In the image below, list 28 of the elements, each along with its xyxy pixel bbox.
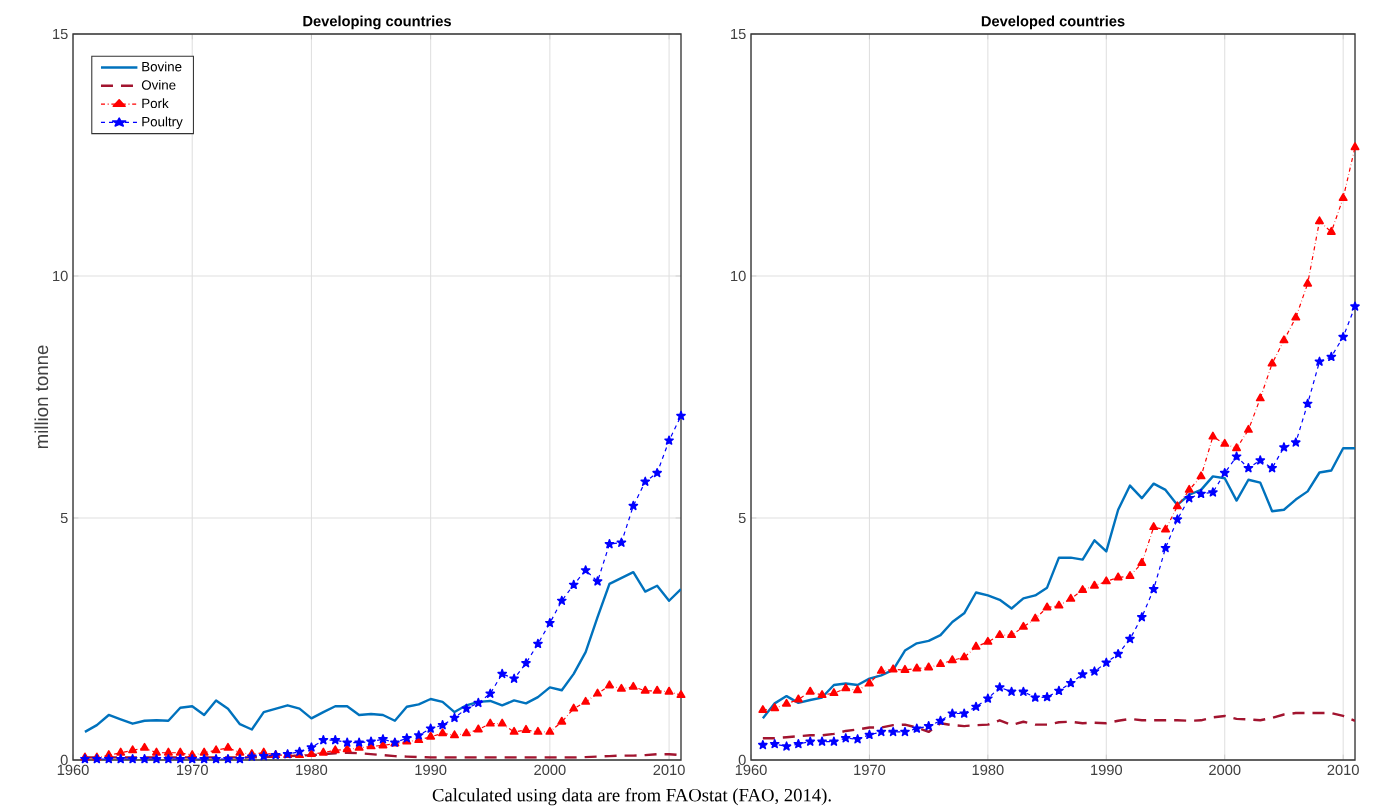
x-tick-label: 1980 [972,764,1004,776]
y-tick-label: 5 [60,512,68,524]
y-tick-label: 10 [53,270,68,282]
text: Calculated using data are from FAOstat (FAO, 2014). [432,788,831,806]
y-tick-label: 0 [60,754,68,766]
x-tick-label: 2000 [534,764,566,776]
y-tick-label: 15 [53,28,68,40]
x-tick-label: 1970 [854,764,886,776]
x-tick-label: 1980 [296,764,328,776]
y-axis-title: million tonne [34,345,49,449]
legend-label: Poultry [142,116,183,130]
x-tick-label: 2000 [1209,764,1241,776]
chart-title: Developing countries [303,15,451,30]
y-tick-label: 0 [738,754,746,766]
x-tick-label: 2010 [1327,764,1359,776]
legend-label: Pork [142,98,169,109]
x-tick-label: 1970 [177,764,208,776]
x-tick-label: 1960 [57,764,89,776]
legend-label: Ovine [141,79,176,90]
x-tick-label: 2010 [653,764,685,776]
legend-label: Bovine [142,61,182,72]
chart-title: Developed countries [981,15,1125,30]
x-tick-label: 1990 [1091,764,1123,776]
y-tick-label: 5 [738,512,746,524]
x-tick-label: 1960 [735,764,767,776]
x-tick-label: 1990 [415,764,447,776]
y-tick-label: 15 [731,28,746,40]
y-tick-label: 10 [731,270,746,282]
